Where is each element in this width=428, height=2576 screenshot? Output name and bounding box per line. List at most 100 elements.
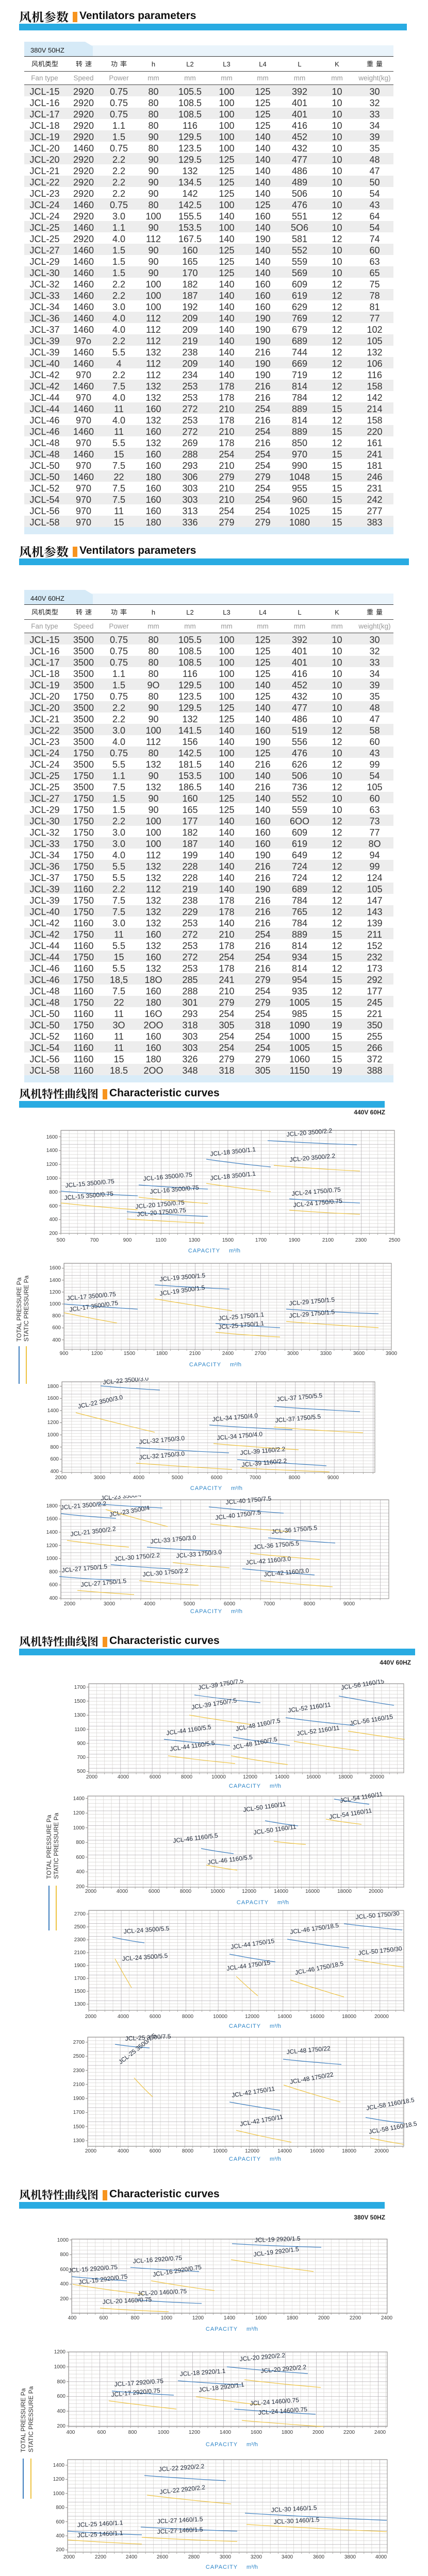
svg-text:1400: 1400 <box>224 2315 236 2321</box>
svg-text:8000: 8000 <box>181 1774 193 1780</box>
svg-text:JCL-16 2920/0.75: JCL-16 2920/0.75 <box>133 2254 182 2265</box>
svg-text:JCL-30 1460/1.5: JCL-30 1460/1.5 <box>271 2504 317 2514</box>
svg-text:4000: 4000 <box>144 1601 156 1607</box>
svg-text:800: 800 <box>131 2315 140 2321</box>
svg-text:CAPACITY: CAPACITY <box>206 2326 238 2332</box>
svg-text:JCL-20 1460/0.75: JCL-20 1460/0.75 <box>102 2296 152 2306</box>
svg-text:3300: 3300 <box>320 1351 332 1357</box>
svg-text:6000: 6000 <box>150 1774 161 1780</box>
svg-text:1200: 1200 <box>46 1543 58 1549</box>
svg-text:6000: 6000 <box>224 1601 236 1607</box>
svg-text:CAPACITY: CAPACITY <box>237 1900 269 1906</box>
svg-text:m³/h: m³/h <box>246 2442 258 2448</box>
svg-text:1700: 1700 <box>73 2110 85 2115</box>
svg-text:16000: 16000 <box>305 1889 320 1894</box>
svg-text:1500: 1500 <box>124 1351 136 1357</box>
svg-text:3600: 3600 <box>353 1351 365 1357</box>
svg-text:1300: 1300 <box>74 2002 86 2007</box>
svg-text:800: 800 <box>49 1190 58 1195</box>
svg-text:8000: 8000 <box>182 2148 194 2154</box>
svg-text:800: 800 <box>50 1445 59 1450</box>
svg-text:20000: 20000 <box>374 2148 389 2154</box>
svg-text:500: 500 <box>77 1769 86 1774</box>
svg-text:14000: 14000 <box>274 1889 288 1894</box>
svg-text:800: 800 <box>128 2430 137 2435</box>
svg-text:2400: 2400 <box>374 2430 386 2435</box>
svg-text:1600: 1600 <box>47 1396 59 1401</box>
svg-text:CAPACITY: CAPACITY <box>229 2156 261 2162</box>
svg-text:1800: 1800 <box>156 1351 168 1357</box>
svg-text:2500: 2500 <box>74 1924 86 1930</box>
svg-text:2400: 2400 <box>126 2554 138 2560</box>
svg-text:600: 600 <box>49 1204 58 1209</box>
svg-text:JCL-25 1460/1.1: JCL-25 1460/1.1 <box>77 2529 123 2539</box>
svg-text:2300: 2300 <box>74 1937 86 1943</box>
svg-text:600: 600 <box>76 1855 85 1860</box>
svg-text:m³/h: m³/h <box>229 1248 240 1254</box>
svg-text:JCL-19 2920/1.5: JCL-19 2920/1.5 <box>255 2235 301 2244</box>
svg-text:JCL-22 2920/2.2: JCL-22 2920/2.2 <box>158 2463 205 2473</box>
svg-text:m³/h: m³/h <box>246 2564 258 2570</box>
svg-text:2700: 2700 <box>255 1351 267 1357</box>
svg-text:600: 600 <box>97 2430 106 2435</box>
svg-text:CAPACITY: CAPACITY <box>229 2023 261 2029</box>
svg-text:20000: 20000 <box>374 2014 389 2020</box>
svg-text:12000: 12000 <box>243 1774 257 1780</box>
svg-text:800: 800 <box>49 1569 58 1575</box>
svg-text:900: 900 <box>77 1741 86 1747</box>
svg-text:4000: 4000 <box>118 2148 129 2154</box>
svg-text:200: 200 <box>60 2296 69 2302</box>
svg-text:1600: 1600 <box>255 2315 267 2321</box>
svg-text:1600: 1600 <box>46 1516 58 1522</box>
svg-text:1400: 1400 <box>73 1796 85 1802</box>
svg-text:600: 600 <box>49 1582 58 1588</box>
svg-text:CAPACITY: CAPACITY <box>206 2442 238 2448</box>
svg-text:20000: 20000 <box>369 1889 383 1894</box>
svg-text:3200: 3200 <box>251 2554 262 2560</box>
svg-text:400: 400 <box>76 1869 85 1875</box>
svg-text:JCL-24 1460/0.75: JCL-24 1460/0.75 <box>250 2396 299 2407</box>
svg-text:3000: 3000 <box>220 2554 232 2560</box>
svg-text:m³/h: m³/h <box>231 1608 242 1615</box>
svg-text:JCL-15 2920/0.75: JCL-15 2920/0.75 <box>68 2263 118 2274</box>
svg-text:1000: 1000 <box>46 1176 58 1181</box>
svg-text:600: 600 <box>56 2519 64 2525</box>
svg-text:16000: 16000 <box>310 2014 324 2020</box>
svg-text:2100: 2100 <box>322 1238 334 1243</box>
svg-text:m³/h: m³/h <box>230 1362 241 1368</box>
svg-text:1500: 1500 <box>73 2124 85 2130</box>
svg-text:1400: 1400 <box>50 1278 61 1283</box>
svg-text:4000: 4000 <box>375 2554 387 2560</box>
svg-text:m³/h: m³/h <box>246 2326 258 2332</box>
svg-text:3900: 3900 <box>386 1351 398 1357</box>
svg-text:16000: 16000 <box>310 2148 324 2154</box>
svg-text:14000: 14000 <box>275 1774 289 1780</box>
svg-text:CAPACITY: CAPACITY <box>189 1362 221 1368</box>
svg-text:8000: 8000 <box>180 1889 192 1894</box>
svg-text:1700: 1700 <box>74 1976 86 1981</box>
svg-text:1200: 1200 <box>54 2349 66 2355</box>
svg-text:1500: 1500 <box>74 1989 86 1994</box>
svg-text:3800: 3800 <box>344 2554 356 2560</box>
svg-text:7000: 7000 <box>264 1601 275 1607</box>
svg-text:2300: 2300 <box>355 1238 367 1243</box>
svg-text:m³/h: m³/h <box>270 1783 281 1789</box>
svg-text:2100: 2100 <box>189 1351 201 1357</box>
svg-text:800: 800 <box>56 2505 64 2511</box>
svg-text:900: 900 <box>60 1351 69 1357</box>
svg-text:1300: 1300 <box>74 1713 86 1718</box>
svg-text:1000: 1000 <box>47 1432 59 1438</box>
svg-text:JCL-20 1460/0.75: JCL-20 1460/0.75 <box>137 2287 187 2297</box>
svg-text:2000: 2000 <box>85 2014 97 2020</box>
svg-text:1000: 1000 <box>50 1301 61 1307</box>
svg-text:1200: 1200 <box>46 1162 58 1167</box>
svg-text:1100: 1100 <box>74 1727 86 1733</box>
svg-text:1300: 1300 <box>73 2138 85 2144</box>
svg-text:1700: 1700 <box>74 1685 86 1690</box>
svg-text:CAPACITY: CAPACITY <box>188 1248 220 1254</box>
svg-text:16000: 16000 <box>306 1774 321 1780</box>
svg-text:400: 400 <box>57 2409 65 2414</box>
svg-text:12000: 12000 <box>242 1889 256 1894</box>
svg-text:1900: 1900 <box>74 1963 86 1969</box>
svg-text:1200: 1200 <box>50 1290 61 1295</box>
